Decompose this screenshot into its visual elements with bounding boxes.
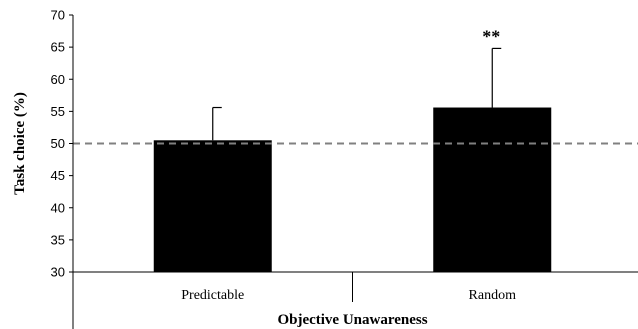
category-labels: Predictable Random [181, 288, 516, 303]
category-label: Random [469, 288, 517, 303]
bar [153, 140, 272, 272]
y-axis-ticks: 30 35 40 45 50 55 60 65 70 [51, 8, 73, 280]
y-tick-label: 45 [51, 168, 65, 183]
y-tick-label: 60 [51, 72, 65, 87]
y-tick-label: 55 [51, 104, 65, 119]
y-tick-label: 30 [51, 265, 65, 280]
y-tick-label: 35 [51, 232, 65, 247]
x-axis-title: Objective Unawareness [277, 312, 427, 328]
category-label: Predictable [181, 288, 244, 303]
significance-annotation: ** [482, 26, 500, 46]
y-tick-label: 65 [51, 40, 65, 55]
y-axis-title: Task choice (%) [12, 92, 28, 195]
y-tick-label: 70 [51, 8, 65, 23]
y-tick-label: 50 [51, 136, 65, 151]
y-tick-label: 40 [51, 200, 65, 215]
annotations: ** [482, 26, 500, 46]
bar [433, 107, 552, 273]
error-bars [212, 47, 502, 141]
bars [153, 107, 552, 273]
